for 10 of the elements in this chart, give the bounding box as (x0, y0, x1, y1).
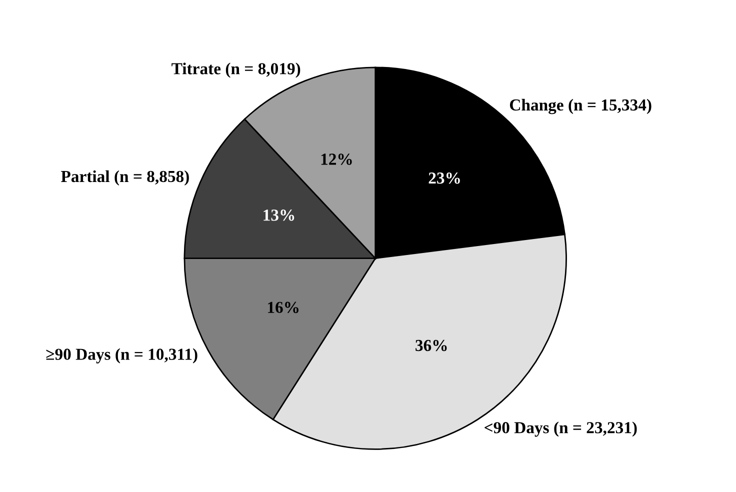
slice-label: <90 Days (n = 23,231) (484, 422, 637, 437)
data-label: 16% (268, 302, 298, 314)
data-label: 23% (428, 172, 460, 184)
data-label: 36% (416, 340, 447, 352)
data-label: 13% (264, 210, 294, 221)
slice-label: Change (n = 15,334) (510, 98, 652, 114)
slice-label: ≥90 Days (n = 10,311) (46, 348, 198, 364)
slice-label: Titrate (n = 8,019) (172, 62, 300, 78)
data-label: 12% (321, 154, 352, 165)
slice-label: Partial (n = 8,858) (61, 170, 189, 186)
